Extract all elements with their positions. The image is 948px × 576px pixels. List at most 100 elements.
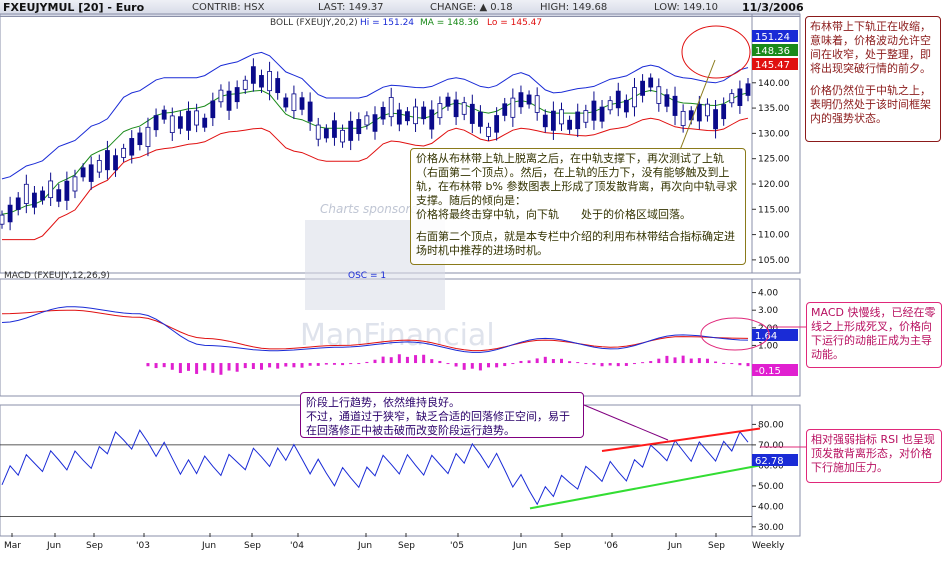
osc-last-value: -0.15 [755, 366, 781, 377]
price-candle [23, 183, 29, 204]
macd-histogram-bar [219, 363, 223, 375]
macd-histogram-bar [292, 363, 296, 368]
price-ytick-label: 140.00 [758, 79, 790, 89]
x-axis-label: Sep [398, 541, 415, 551]
macd-histogram-bar [341, 363, 345, 366]
macd-histogram-bar [251, 363, 255, 369]
macd-histogram-bar [568, 361, 572, 364]
low-label: LOW: 149.10 [654, 2, 718, 13]
macd-line [1, 306, 749, 353]
macd-histogram-bar [722, 362, 726, 364]
price-candle [705, 103, 710, 117]
price-candle [15, 197, 21, 210]
price-candle [161, 109, 167, 120]
price-ytick-label: 125.00 [758, 155, 790, 165]
price-callout-line [679, 59, 716, 151]
macd-histogram-bar [324, 363, 328, 365]
price-candle [250, 66, 256, 84]
price-candle [80, 167, 86, 178]
macd-signal-line [1, 309, 749, 352]
rsi-ytick-label: 60.00 [758, 461, 784, 471]
macd-histogram-bar [349, 363, 353, 365]
x-axis-label: Jun [357, 541, 372, 551]
price-candle [445, 96, 451, 107]
price-candle [583, 110, 589, 123]
price-candle [291, 93, 297, 112]
macd-histogram-bar [632, 363, 636, 365]
x-axis-label: Jun [512, 541, 527, 551]
x-axis-label: '04 [290, 541, 304, 551]
price-candle [542, 114, 548, 128]
upper-last-value: 151.24 [755, 32, 790, 43]
macd-histogram-bar [511, 363, 515, 365]
price-annotation-p2: 价格将最终击穿中轨，向下轨 处于的价格区域回落。 [416, 208, 691, 221]
price-candle [615, 90, 621, 109]
rsi-line [1, 429, 749, 506]
high-label: HIGH: 149.68 [540, 2, 608, 13]
price-candle [559, 109, 564, 125]
price-candle [0, 214, 5, 225]
price-candle [453, 99, 459, 118]
price-candle [40, 190, 45, 201]
macd-histogram-bar [430, 359, 434, 364]
macd-histogram-bar [527, 360, 531, 364]
x-axis-label: '03 [136, 541, 150, 551]
macd-histogram-bar [551, 359, 555, 364]
macd-histogram-bar [681, 355, 685, 364]
price-candle [599, 106, 605, 122]
macd-histogram-bar [146, 363, 150, 367]
macd-legend-osc: OSC = 1 [348, 271, 386, 281]
price-candle [526, 94, 532, 105]
price-candle [502, 103, 508, 116]
macd-last-value: 1.64 [755, 331, 777, 342]
price-ytick-label: 115.00 [758, 205, 790, 215]
price-candle [567, 119, 573, 130]
x-axis-label: Jun [201, 541, 216, 551]
header-bar [0, 0, 800, 17]
macd-last-box [752, 329, 798, 341]
price-candle [129, 138, 135, 156]
boll-legend-hi: Hi = 151.24 [360, 18, 414, 28]
price-candle [607, 100, 613, 111]
price-candle [510, 97, 516, 118]
price-candle [550, 110, 556, 131]
macd-histogram-bar [389, 357, 393, 364]
macd-histogram-bar [746, 363, 750, 367]
price-candle [332, 120, 337, 138]
price-candle [656, 86, 662, 104]
macd-histogram-bar [276, 363, 280, 369]
price-last-box [752, 30, 798, 42]
price-candle [32, 192, 37, 208]
macd-histogram-bar [365, 361, 369, 364]
x-axis-label: Sep [708, 541, 725, 551]
price-candle [721, 104, 727, 120]
macd-histogram-bar [657, 358, 661, 364]
macd-histogram-bar [673, 357, 677, 364]
price-candle [713, 109, 718, 130]
price-candle [169, 115, 175, 134]
macd-histogram-bar [446, 363, 450, 365]
rsi-ytick-label: 30.00 [758, 523, 784, 533]
price-candle [461, 102, 467, 115]
macd-histogram-bar [600, 363, 604, 367]
price-candle [664, 94, 670, 107]
macd-histogram-bar [584, 363, 588, 365]
price-candle [7, 204, 13, 223]
boll-title: BOLL (FXEUJY,20,2) [270, 18, 358, 28]
macd-histogram-bar [519, 360, 523, 364]
price-candle [48, 180, 54, 199]
rsi-annotation-p1: 阶段上行趋势，依然维持良好。 [306, 396, 460, 409]
macd-histogram-bar [332, 363, 336, 365]
macd-histogram-bar [300, 363, 304, 368]
price-candle [696, 103, 702, 122]
price-candle [469, 103, 475, 124]
macd-histogram-bar [649, 361, 653, 364]
macd-note: MACD 快慢线，已经在零线之上形成死叉，价格向下运行的动能正成为主导动能。 [806, 302, 942, 368]
bollinger-note: 布林带上下轨正在收缩，意味着，价格波动允许空间在收窄，处于整理，即将出现突破行情… [805, 16, 941, 142]
price-candle [105, 150, 110, 171]
price-candle [299, 97, 305, 110]
price-candle [648, 77, 654, 88]
price-candle [137, 132, 143, 146]
price-candle [96, 160, 102, 173]
